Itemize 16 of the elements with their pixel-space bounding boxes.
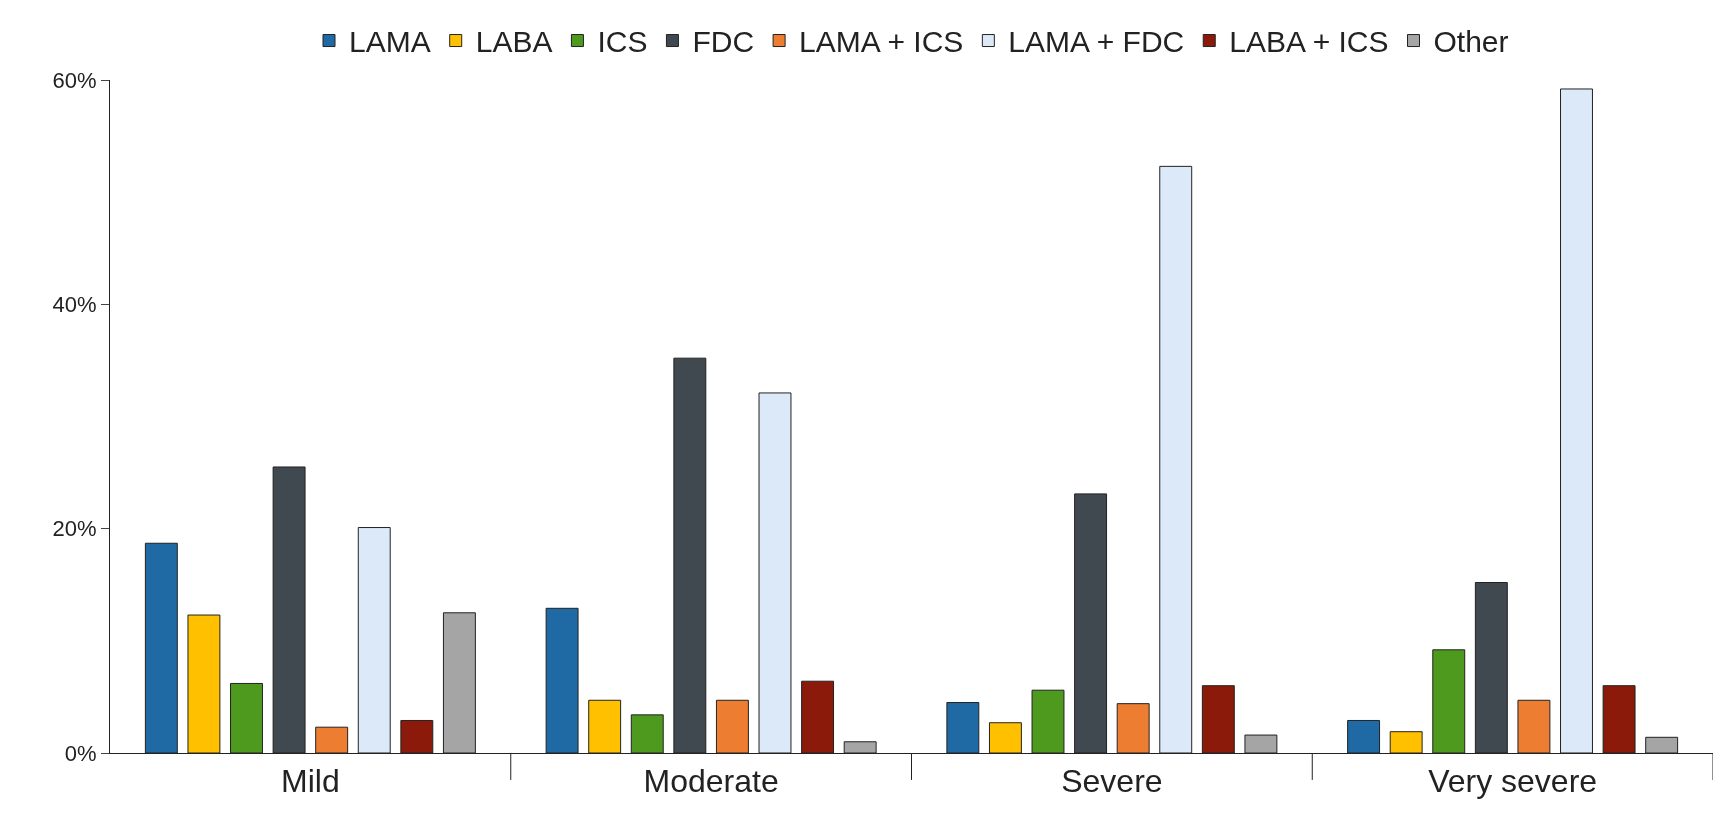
x-tick-label: Mild (281, 763, 340, 800)
y-tick-label: 0% (64, 740, 97, 766)
legend-label: LAMA + FDC (1008, 25, 1185, 59)
y-tick-label: 60% (52, 67, 97, 93)
legend-label: LAMA + ICS (799, 25, 964, 59)
y-tick-label: 40% (52, 292, 97, 318)
legend-label: LABA (475, 25, 553, 59)
legend-label: LABA + ICS (1229, 25, 1389, 59)
y-tick-label: 20% (52, 516, 97, 542)
legend-label: ICS (597, 25, 648, 59)
x-tick-label: Very severe (1428, 763, 1598, 800)
legend-label: Other (1433, 25, 1509, 59)
legend-label: FDC (692, 25, 755, 59)
x-tick-label: Severe (1061, 763, 1163, 800)
x-tick-label: Moderate (643, 763, 779, 800)
legend-label: LAMA (349, 25, 431, 59)
